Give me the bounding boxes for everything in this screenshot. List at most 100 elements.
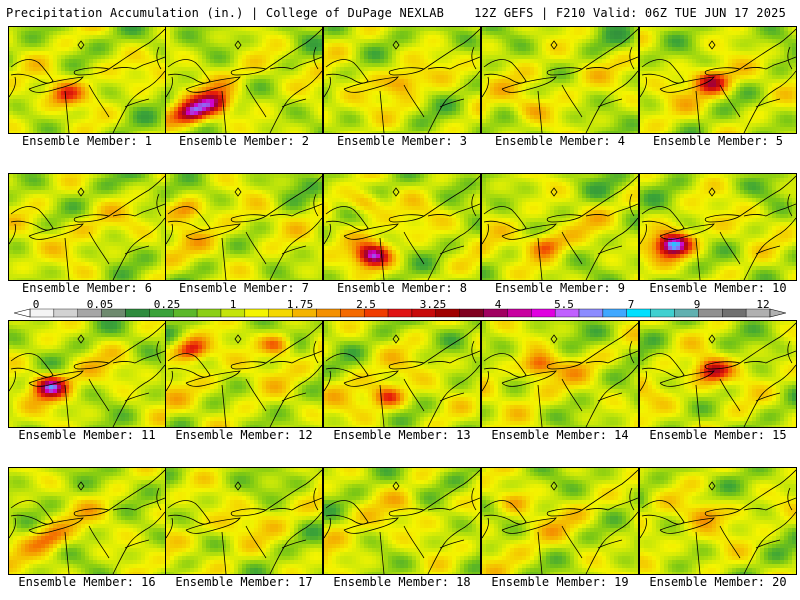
location-marker-icon: [708, 40, 716, 50]
ensemble-member-map: [481, 26, 639, 134]
location-marker-icon: [550, 334, 558, 344]
precipitation-field: [482, 174, 638, 280]
precipitation-field: [324, 321, 480, 427]
ensemble-member-label: Ensemble Member: 19: [481, 575, 639, 589]
ensemble-member-label: Ensemble Member: 4: [481, 134, 639, 148]
colorbar-segment: [602, 308, 627, 318]
map-boundaries: [482, 175, 638, 280]
precipitation-field: [166, 468, 322, 574]
ensemble-member-map: [639, 467, 797, 575]
map-boundaries: [640, 28, 796, 133]
colorbar-segment: [125, 308, 150, 318]
ensemble-member-label: Ensemble Member: 20: [639, 575, 797, 589]
colorbar-segment: [507, 308, 532, 318]
ensemble-member-label: Ensemble Member: 9: [481, 281, 639, 295]
ensemble-member-label: Ensemble Member: 13: [323, 428, 481, 442]
ensemble-member-map: [165, 26, 323, 134]
ensemble-member-label: Ensemble Member: 5: [639, 134, 797, 148]
location-marker-icon: [77, 187, 85, 197]
colorbar-segment: [53, 308, 78, 318]
colorbar-tick-label: 12: [756, 298, 769, 311]
location-marker-icon: [708, 187, 716, 197]
ensemble-member-label: Ensemble Member: 14: [481, 428, 639, 442]
map-boundaries: [482, 28, 638, 133]
map-boundaries: [166, 322, 322, 427]
colorbar-tick-label: 9: [694, 298, 701, 311]
map-title: Precipitation Accumulation (in.) | Colle…: [6, 6, 444, 20]
location-marker-icon: [77, 40, 85, 50]
colorbar-segment: [578, 308, 604, 318]
ensemble-member-label: Ensemble Member: 15: [639, 428, 797, 442]
colorbar-tick-label: 0.05: [87, 298, 114, 311]
map-boundaries: [166, 469, 322, 574]
ensemble-member-map: [323, 320, 481, 428]
precipitation-field: [9, 27, 165, 133]
colorbar-segment: [698, 308, 723, 318]
colorbar-segment: [531, 308, 556, 318]
location-marker-icon: [77, 481, 85, 491]
map-boundaries: [640, 469, 796, 574]
precipitation-field: [640, 174, 796, 280]
model-run-info: 12Z GEFS | F210 Valid: 06Z TUE JUN 17 20…: [474, 6, 786, 20]
ensemble-member-label: Ensemble Member: 18: [323, 575, 481, 589]
map-boundaries: [166, 28, 322, 133]
location-marker-icon: [234, 334, 242, 344]
map-boundaries: [482, 322, 638, 427]
map-boundaries: [9, 28, 165, 133]
ensemble-member-label: Ensemble Member: 3: [323, 134, 481, 148]
ensemble-member-map: [323, 26, 481, 134]
ensemble-member-map: [165, 173, 323, 281]
location-marker-icon: [392, 40, 400, 50]
precipitation-field: [324, 174, 480, 280]
precipitation-field: [9, 468, 165, 574]
map-boundaries: [9, 322, 165, 427]
precipitation-field: [640, 27, 796, 133]
ensemble-member-label: Ensemble Member: 12: [165, 428, 323, 442]
location-marker-icon: [392, 481, 400, 491]
precipitation-field: [640, 468, 796, 574]
map-boundaries: [324, 175, 480, 280]
ensemble-member-map: [481, 173, 639, 281]
location-marker-icon: [550, 40, 558, 50]
map-boundaries: [324, 28, 480, 133]
ensemble-member-map: [323, 173, 481, 281]
colorbar-tick-label: 7: [628, 298, 635, 311]
colorbar-segment: [196, 308, 222, 318]
precipitation-field: [482, 27, 638, 133]
ensemble-member-map: [323, 467, 481, 575]
ensemble-member-map: [481, 467, 639, 575]
map-boundaries: [640, 322, 796, 427]
precipitation-field: [640, 321, 796, 427]
colorbar-segment: [459, 308, 484, 318]
location-marker-icon: [550, 187, 558, 197]
precipitation-field: [9, 321, 165, 427]
ensemble-member-label: Ensemble Member: 10: [639, 281, 797, 295]
location-marker-icon: [234, 187, 242, 197]
ensemble-member-map: [8, 320, 166, 428]
colorbar-tick-label: 2.5: [356, 298, 376, 311]
ensemble-member-label: Ensemble Member: 6: [8, 281, 166, 295]
colorbar-tick-label: 3.25: [420, 298, 447, 311]
location-marker-icon: [234, 40, 242, 50]
ensemble-member-label: Ensemble Member: 16: [8, 575, 166, 589]
colorbar-segment: [244, 308, 269, 318]
ensemble-member-map: [481, 320, 639, 428]
ensemble-member-map: [165, 320, 323, 428]
location-marker-icon: [708, 481, 716, 491]
map-boundaries: [9, 469, 165, 574]
ensemble-member-label: Ensemble Member: 1: [8, 134, 166, 148]
map-boundaries: [9, 175, 165, 280]
ensemble-member-map: [8, 467, 166, 575]
colorbar: [14, 308, 786, 318]
precipitation-field: [482, 468, 638, 574]
colorbar-tick-label: 1: [230, 298, 237, 311]
colorbar-segment: [650, 308, 675, 318]
ensemble-member-map: [8, 173, 166, 281]
ensemble-member-label: Ensemble Member: 11: [8, 428, 166, 442]
colorbar-segment: [722, 308, 747, 318]
ensemble-member-map: [639, 173, 797, 281]
precipitation-field: [324, 27, 480, 133]
colorbar-min-arrow-icon: [14, 308, 31, 318]
colorbar-tick-label: 4: [495, 298, 502, 311]
location-marker-icon: [234, 481, 242, 491]
